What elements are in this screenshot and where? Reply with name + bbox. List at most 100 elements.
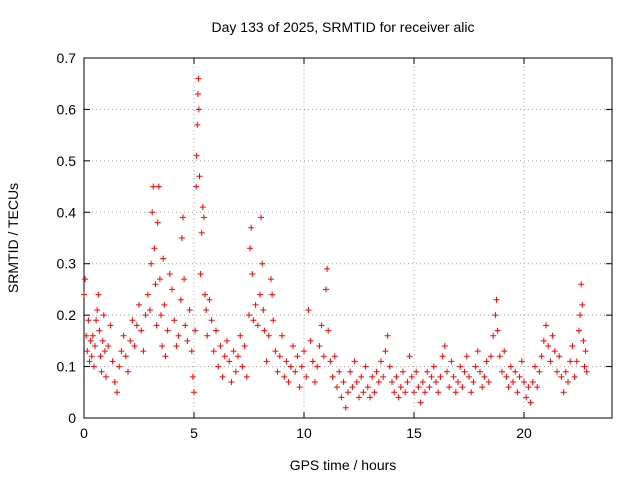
data-point <box>188 348 195 355</box>
data-point <box>177 296 184 303</box>
data-point <box>433 379 439 385</box>
y-tick-label: 0.5 <box>57 153 77 169</box>
data-point <box>158 312 164 319</box>
data-point <box>86 358 93 365</box>
y-tick-label: 0.3 <box>57 256 77 272</box>
data-point <box>444 368 450 375</box>
data-point <box>259 260 266 267</box>
data-point <box>353 379 360 385</box>
data-point <box>408 373 415 380</box>
data-point <box>554 368 560 375</box>
data-point <box>369 373 376 380</box>
data-point <box>100 312 107 319</box>
data-point <box>152 281 159 288</box>
data-point <box>417 399 424 406</box>
data-point <box>105 343 112 349</box>
data-point <box>518 358 525 365</box>
data-point <box>545 343 552 349</box>
data-point <box>549 332 556 339</box>
data-point <box>430 363 437 370</box>
data-point <box>514 389 521 396</box>
x-tick-label: 20 <box>516 425 532 441</box>
data-point <box>375 379 382 385</box>
data-point <box>301 348 307 355</box>
data-point <box>331 353 338 360</box>
data-point <box>254 322 261 329</box>
data-point <box>560 389 567 396</box>
data-point <box>441 343 448 349</box>
data-point <box>196 173 203 180</box>
x-tick-label: 0 <box>80 425 88 441</box>
data-point <box>468 389 475 396</box>
data-point <box>474 348 481 355</box>
data-point <box>294 353 301 360</box>
data-point <box>481 373 488 380</box>
data-point <box>122 353 129 360</box>
data-point <box>150 183 157 190</box>
data-point <box>180 214 186 221</box>
data-point <box>118 348 125 355</box>
data-point <box>287 363 294 370</box>
data-point <box>237 332 244 339</box>
data-point <box>351 358 358 365</box>
data-point <box>151 245 158 252</box>
data-point <box>455 379 461 385</box>
data-point <box>202 291 208 298</box>
y-axis-label: SRMTID / TECUs <box>5 183 21 293</box>
data-point <box>569 343 576 349</box>
data-point <box>221 353 228 360</box>
data-point <box>87 337 94 344</box>
data-point <box>252 301 259 308</box>
data-point <box>169 286 175 293</box>
grid-lines <box>84 58 612 418</box>
data-point <box>316 343 323 349</box>
data-point <box>235 353 241 360</box>
data-point <box>448 358 455 365</box>
data-point <box>439 353 446 360</box>
data-point <box>364 384 371 391</box>
data-point <box>371 389 378 396</box>
data-point <box>543 322 549 329</box>
data-point <box>534 384 541 391</box>
data-point <box>428 373 435 380</box>
data-point <box>424 368 431 375</box>
data-point <box>175 332 182 339</box>
data-point <box>360 389 367 396</box>
data-point <box>415 384 422 391</box>
x-tick-label: 15 <box>406 425 422 441</box>
data-point <box>501 348 508 355</box>
data-point <box>470 379 477 385</box>
data-point <box>276 353 283 360</box>
data-point <box>101 348 108 355</box>
data-point <box>452 389 459 396</box>
data-point <box>505 384 512 391</box>
data-point <box>248 224 255 231</box>
data-point <box>389 379 395 385</box>
data-point <box>309 358 316 365</box>
data-point <box>323 286 329 293</box>
data-point <box>499 368 505 375</box>
data-point <box>206 296 213 303</box>
data-point <box>391 389 398 396</box>
data-point <box>142 312 149 319</box>
data-point <box>114 389 120 396</box>
data-point <box>582 348 589 355</box>
data-point <box>411 389 417 396</box>
data-point <box>232 368 239 375</box>
data-point <box>419 379 426 385</box>
data-point <box>402 389 409 396</box>
data-point <box>397 384 404 391</box>
y-tick-label: 0.6 <box>57 101 77 117</box>
y-tick-label: 0.1 <box>57 359 77 375</box>
chart-title: Day 133 of 2025, SRMTID for receiver ali… <box>212 19 475 35</box>
data-point <box>138 327 145 334</box>
data-point <box>345 389 351 396</box>
data-point <box>89 332 96 339</box>
data-point <box>241 343 248 349</box>
data-point <box>88 353 95 360</box>
data-point <box>81 291 87 298</box>
data-point <box>148 260 155 267</box>
data-point <box>171 317 178 324</box>
data-point <box>160 255 167 262</box>
data-point <box>521 379 527 385</box>
